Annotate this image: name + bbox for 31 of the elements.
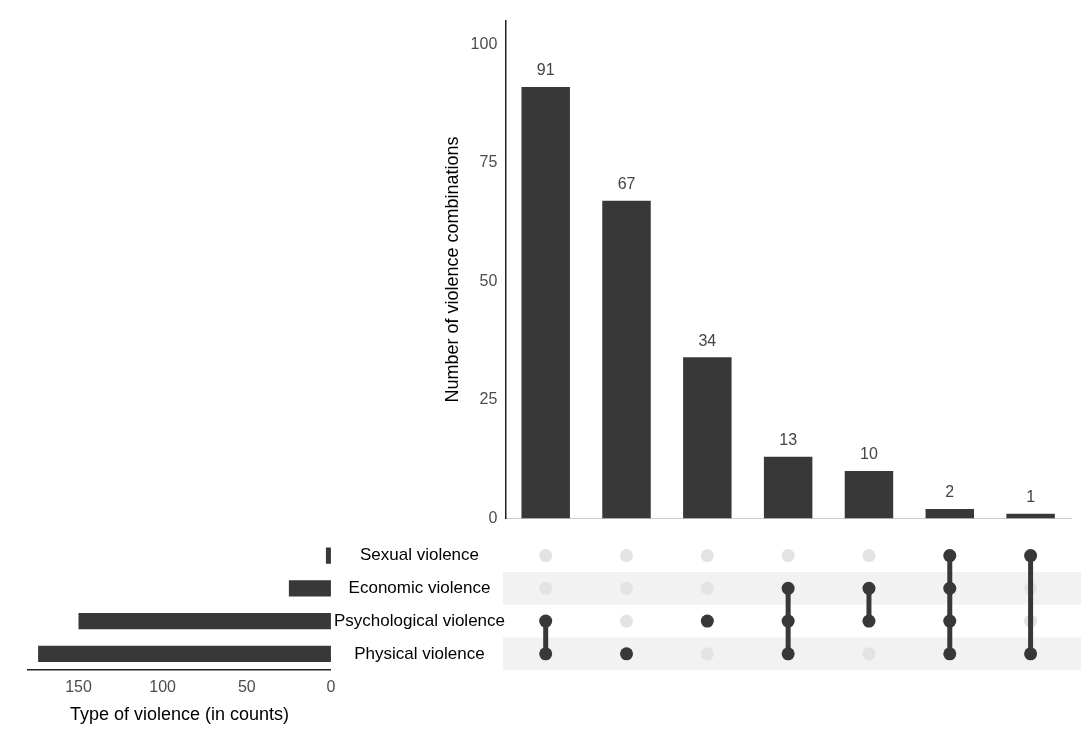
y-axis-title: Number of violence combinations — [441, 136, 462, 403]
x-tick-label: 150 — [65, 678, 92, 696]
y-tick-label: 75 — [479, 153, 498, 171]
bar — [288, 580, 331, 597]
y-tick-label: Sexual violence — [359, 545, 480, 565]
data-label: 67 — [617, 175, 636, 193]
bar — [521, 86, 570, 519]
data-label: 2 — [945, 483, 955, 501]
y-tick-label: Psychological violence — [333, 610, 505, 630]
bar — [763, 456, 813, 519]
y-tick-label: 0 — [488, 508, 498, 526]
x-tick-label: 50 — [237, 678, 256, 696]
bar — [925, 508, 975, 519]
data-label: 13 — [779, 431, 798, 449]
x-tick-label: 0 — [326, 678, 336, 696]
data-label: 91 — [536, 61, 555, 79]
x-tick-label: 100 — [149, 678, 177, 696]
bar — [38, 645, 331, 663]
y-tick-label: 100 — [470, 34, 498, 52]
y-tick-label: 50 — [479, 271, 498, 289]
y-tick-label: Physical violence — [354, 643, 485, 663]
bar — [683, 357, 732, 519]
data-label: 10 — [860, 445, 878, 463]
bar — [602, 200, 651, 519]
y-tick-label: 25 — [479, 390, 498, 408]
bar — [78, 612, 331, 630]
data-label: 34 — [698, 331, 717, 349]
bar — [844, 470, 894, 519]
y-tick-label: Economic violence — [348, 578, 491, 598]
x-axis-title: Type of violence (in counts) — [69, 704, 290, 725]
data-label: 1 — [1026, 488, 1036, 506]
